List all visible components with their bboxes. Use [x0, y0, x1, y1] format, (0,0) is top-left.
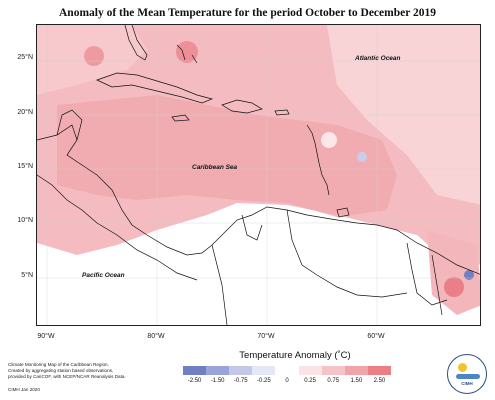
legend-swatch: [298, 366, 322, 375]
legend-label: -2.50: [187, 378, 202, 384]
wave-icon: [456, 374, 480, 379]
lat-tick-20n: 20°N: [17, 109, 33, 116]
legend-label: 0: [285, 378, 289, 384]
lat-tick-25n: 25°N: [17, 54, 33, 61]
lon-tick-70w: 70°W: [257, 333, 275, 340]
atlantic-ocean-label: Atlantic Ocean: [355, 55, 401, 62]
legend-swatch: [252, 366, 276, 375]
credits-block: Climate Monitoring Map of the Caribbean …: [8, 362, 168, 393]
legend-label: 0.75: [327, 378, 340, 384]
lon-tick-60w: 60°W: [367, 333, 385, 340]
legend-colorbar: [183, 366, 391, 375]
map-title: Anomaly of the Mean Temperature for the …: [59, 7, 436, 19]
legend-label: 1.50: [350, 378, 363, 384]
lat-tick-15n: 15°N: [17, 163, 33, 170]
legend-swatch: [206, 366, 230, 375]
legend-label: -0.25: [257, 378, 271, 384]
legend-swatch: [275, 366, 299, 375]
map-panel: [36, 24, 481, 326]
caribbean-sea-label: Caribbean Sea: [192, 164, 238, 171]
credits-line-2: Created by aggregating station based obs…: [8, 368, 114, 374]
lon-tick-80w: 80°W: [147, 333, 165, 340]
legend-label: 0.25: [304, 378, 316, 384]
legend-swatch: [321, 366, 345, 375]
credits-line-3: provided by CariCOF, with NCEP/NCAR Rean…: [8, 374, 126, 380]
sun-icon: [458, 363, 467, 372]
lat-tick-10n: 10°N: [17, 217, 33, 224]
legend-swatch: [183, 366, 207, 375]
anomaly-map: [37, 25, 480, 325]
legend-label: 2.50: [373, 378, 386, 384]
legend-swatch: [367, 366, 391, 375]
lat-tick-5n: 5°N: [21, 272, 33, 279]
credits-line-1: Climate Monitoring Map of the Caribbean …: [8, 362, 109, 367]
legend-label: -0.75: [233, 378, 248, 384]
pacific-ocean-label: Pacific Ocean: [82, 272, 125, 279]
legend-swatch: [229, 366, 253, 375]
cimh-logo: CIMH: [447, 354, 487, 394]
credits-line-4: CIMH Jan 2020: [8, 386, 40, 392]
lon-tick-90w: 90°W: [37, 333, 55, 340]
legend-title: Temperature Anomaly (˚C): [239, 350, 351, 361]
logo-text: CIMH: [461, 381, 473, 386]
legend-label: -1.50: [210, 378, 225, 384]
legend-swatch: [344, 366, 368, 375]
